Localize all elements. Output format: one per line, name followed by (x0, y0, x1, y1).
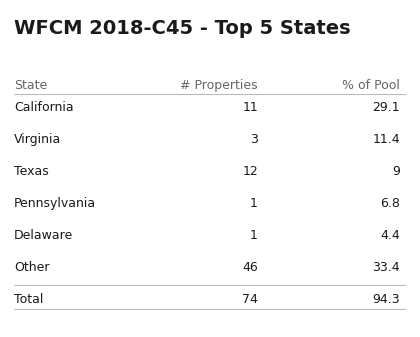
Text: Virginia: Virginia (14, 133, 61, 146)
Text: State: State (14, 79, 47, 92)
Text: 6.8: 6.8 (380, 197, 400, 210)
Text: 11: 11 (242, 101, 258, 114)
Text: 9: 9 (392, 165, 400, 178)
Text: 29.1: 29.1 (373, 101, 400, 114)
Text: WFCM 2018-C45 - Top 5 States: WFCM 2018-C45 - Top 5 States (14, 19, 351, 38)
Text: 1: 1 (250, 197, 258, 210)
Text: Texas: Texas (14, 165, 49, 178)
Text: 11.4: 11.4 (373, 133, 400, 146)
Text: 46: 46 (242, 261, 258, 274)
Text: 4.4: 4.4 (380, 229, 400, 242)
Text: Other: Other (14, 261, 50, 274)
Text: % of Pool: % of Pool (342, 79, 400, 92)
Text: Total: Total (14, 293, 43, 306)
Text: 12: 12 (242, 165, 258, 178)
Text: California: California (14, 101, 74, 114)
Text: 3: 3 (250, 133, 258, 146)
Text: 1: 1 (250, 229, 258, 242)
Text: # Properties: # Properties (180, 79, 258, 92)
Text: Pennsylvania: Pennsylvania (14, 197, 96, 210)
Text: 33.4: 33.4 (373, 261, 400, 274)
Text: 74: 74 (242, 293, 258, 306)
Text: 94.3: 94.3 (373, 293, 400, 306)
Text: Delaware: Delaware (14, 229, 73, 242)
